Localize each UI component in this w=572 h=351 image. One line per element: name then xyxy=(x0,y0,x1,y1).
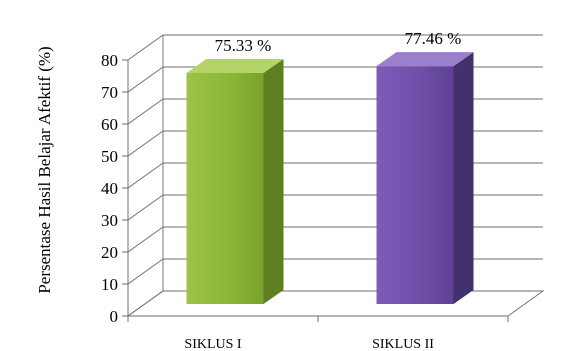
gridline-side xyxy=(127,34,164,61)
axes: 0 10 20 30 40 50 60 70 80 xyxy=(101,51,509,326)
data-label: 75.33 % xyxy=(215,36,272,55)
bar-top xyxy=(186,58,284,73)
bar-side xyxy=(453,52,474,305)
y-axis-label: Persentase Hasil Belajar Afektif (%) xyxy=(35,46,54,293)
gridline-side xyxy=(127,130,164,157)
bar-front xyxy=(376,66,454,305)
gridline-side xyxy=(127,258,164,285)
bar-front xyxy=(186,72,264,304)
bar-top xyxy=(376,52,474,67)
bars xyxy=(186,52,474,305)
y-tick-label: 40 xyxy=(101,179,118,198)
gridline-side xyxy=(127,162,164,189)
y-tick-label: 80 xyxy=(101,51,118,70)
x-category-label: SIKLUS II xyxy=(372,337,434,351)
y-tick-label: 20 xyxy=(101,243,118,262)
gridline-side xyxy=(127,194,164,221)
x-category-label: SIKLUS I xyxy=(184,337,242,351)
gridline-side xyxy=(127,98,164,125)
gridline-side xyxy=(127,290,164,317)
gridline-side xyxy=(127,66,164,93)
bar-side xyxy=(263,58,284,304)
gridline-side xyxy=(127,226,164,253)
y-tick-label: 30 xyxy=(101,211,118,230)
y-tick-label: 0 xyxy=(110,307,119,326)
y-tick-label: 60 xyxy=(101,115,118,134)
y-tick-label: 70 xyxy=(101,83,118,102)
labels: 75.33 % SIKLUS I 77.46 % SIKLUS II xyxy=(184,29,461,351)
y-tick-label: 50 xyxy=(101,147,118,166)
y-tick-label: 10 xyxy=(101,275,118,294)
data-label: 77.46 % xyxy=(405,29,462,48)
